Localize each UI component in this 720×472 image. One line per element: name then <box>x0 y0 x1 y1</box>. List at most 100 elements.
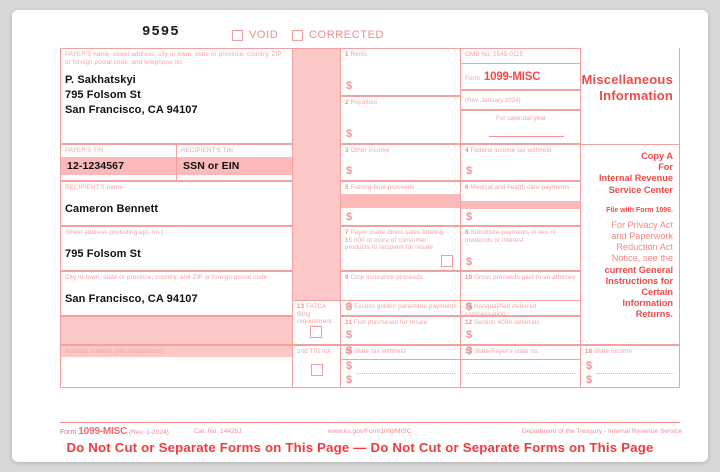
box-1-label: Rents <box>350 51 368 58</box>
title-cell: Miscellaneous Information <box>580 48 680 144</box>
box-3-number: 3 <box>345 147 349 154</box>
calendar-year-cell[interactable]: For calendar year <box>460 110 580 144</box>
box-16-cell[interactable]: 16 State tax withheld $ $ <box>340 345 460 388</box>
calendar-year-input-line[interactable] <box>489 136 564 137</box>
footer-url[interactable]: www.irs.gov/Form1099MISC <box>328 427 412 435</box>
notice-line-7: Certain <box>641 287 673 298</box>
box-16-dollar-icon-2: $ <box>346 374 353 386</box>
recipient-city-value: San Francisco, CA 94107 <box>65 292 198 305</box>
account-number-caption: Account number (see instructions) <box>65 348 164 355</box>
box-13-label: FATCA filing requirement <box>297 303 332 326</box>
box-4-label: Federal income tax withheld <box>470 147 552 154</box>
form-name-cell: Form 1099-MISC <box>460 64 580 90</box>
box-2-number: 2 <box>345 99 349 106</box>
box-13-checkbox[interactable] <box>310 326 322 338</box>
recipient-tin-cell[interactable]: RECIPIENT'S TIN SSN or EIN <box>176 144 292 181</box>
footer-revision: (Rev. 1-2024) <box>129 429 169 436</box>
form-footer: Form 1099-MISC (Rev. 1-2024) Cat. No. 14… <box>60 424 682 438</box>
notice-line-2: and Paperwork <box>611 231 673 242</box>
box-1-dollar-icon: $ <box>346 80 353 92</box>
payer-caption: PAYER'S name, street address, city or to… <box>65 51 282 66</box>
box-11-dollar-icon: $ <box>346 345 353 357</box>
box-5-number: 5 <box>345 184 349 191</box>
box-6-dollar-icon: $ <box>466 211 473 223</box>
notice-line-6: Instructions for <box>605 275 673 286</box>
box-5-highlight <box>341 194 460 208</box>
box-18-label: State income <box>594 348 632 355</box>
box-13-number: 13 <box>297 303 305 310</box>
box-5-label: Fishing boat proceeds <box>350 184 415 191</box>
box-13-cell[interactable]: 13 FATCA filing requirement <box>292 300 340 345</box>
box-10-dollar-icon: $ <box>466 301 473 313</box>
box-8-cell[interactable]: 8 Substitute payments in lieu of dividen… <box>460 226 580 271</box>
box-16-divider <box>356 373 455 374</box>
second-tin-cell[interactable]: 2nd TIN not. <box>292 345 340 388</box>
box-18-dollar-icon-1: $ <box>586 360 593 372</box>
second-tin-checkbox[interactable] <box>311 364 323 376</box>
box-10-label: Gross proceeds paid to an attorney <box>474 274 576 281</box>
box-4-cell[interactable]: 4 Federal income tax withheld $ <box>460 144 580 181</box>
box-9-cell[interactable]: 9 Crop insurance proceeds $ <box>340 271 460 316</box>
box-16-number: 16 <box>345 348 353 355</box>
box-15-label: Nonqualified deferred compensation <box>465 303 537 318</box>
form-topbar: 9595 VOID CORRECTED <box>60 24 680 48</box>
footer-form-name: 1099-MISC <box>78 426 128 437</box>
corrected-checkbox-group[interactable]: CORRECTED <box>292 29 384 41</box>
notice-line-1: For Privacy Act <box>611 219 673 230</box>
box-18-cell[interactable]: 18 State income $ $ <box>580 345 680 388</box>
recipient-name-value: Cameron Bennett <box>65 202 159 215</box>
form-1099-misc-page: 9595 VOID CORRECTED PAYER'S name, street… <box>12 10 708 462</box>
box-6-highlight <box>461 201 580 209</box>
second-tin-caption: 2nd TIN not. <box>297 348 333 355</box>
box-12-dollar-icon: $ <box>466 345 473 357</box>
recipient-tin-value: SSN or EIN <box>183 160 240 172</box>
box-1-number: 1 <box>345 51 349 58</box>
box-17-number: 17 <box>465 348 473 355</box>
recipient-tin-caption: RECIPIENT'S TIN <box>181 147 234 154</box>
notice-line-9: Returns. <box>635 309 673 320</box>
box-7-checkbox[interactable] <box>441 255 453 267</box>
payer-street: 795 Folsom St <box>65 89 141 102</box>
recipient-street-cell[interactable]: Street address (including apt. no.) 795 … <box>60 226 292 271</box>
recipient-city-caption: City or town, state or province, country… <box>65 274 268 281</box>
box-1-cell[interactable]: 1 Rents $ <box>340 48 460 96</box>
void-checkbox[interactable] <box>232 29 243 41</box>
corrected-checkbox[interactable] <box>292 29 303 41</box>
box-12-label: Section 409A deferrals <box>474 319 540 326</box>
corrected-label: CORRECTED <box>309 29 385 41</box>
box-5-dollar-icon: $ <box>346 211 353 223</box>
box-15-dollar-icon: $ <box>466 329 473 341</box>
account-number-cell[interactable]: Account number (see instructions) <box>60 345 292 388</box>
box-3-cell[interactable]: 3 Other income $ <box>340 144 460 181</box>
notice-line-3: Reduction Act <box>616 242 673 253</box>
box-7-cell[interactable]: 7 Payer made direct sales totaling $5,00… <box>340 226 460 271</box>
box-2-label: Royalties <box>350 99 378 106</box>
box-10-cell[interactable]: 10 Gross proceeds paid to an attorney $ <box>460 271 580 316</box>
box-17-cell[interactable]: 17 State/Payer's state no. <box>460 345 580 388</box>
form-word: Form <box>465 75 480 82</box>
box-6-cell[interactable]: 6 Medical and health care payments $ <box>460 181 580 226</box>
recipient-city-cell[interactable]: City or town, state or province, country… <box>60 271 292 316</box>
form-number-9595: 9595 <box>142 24 180 40</box>
recipient-name-caption: RECIPIENT'S name <box>65 184 123 191</box>
account-number-highlight <box>61 346 292 357</box>
revision-text: (Rev. January 2024) <box>465 97 521 104</box>
form-name-1099-misc: 1099-MISC <box>483 71 541 83</box>
payer-name: P. Sakhatskyi <box>65 74 136 87</box>
recipient-name-cell[interactable]: RECIPIENT'S name Cameron Bennett <box>60 181 292 226</box>
payer-tin-cell[interactable]: PAYER'S TIN 12-1234567 <box>60 144 176 181</box>
payer-info-cell[interactable]: PAYER'S name, street address, city or to… <box>60 48 292 144</box>
notice-line-8: Information <box>622 298 673 309</box>
void-checkbox-group[interactable]: VOID <box>232 29 278 41</box>
recipient-tin-highlight <box>177 157 292 175</box>
box-14-dollar-icon: $ <box>346 329 353 341</box>
copy-a-label: Copy A <box>641 151 673 161</box>
box-16-dollar-icon-1: $ <box>346 360 353 372</box>
payer-tin-highlight <box>61 157 176 175</box>
box-2-cell[interactable]: 2 Royalties $ <box>340 96 460 144</box>
box-15-cell[interactable]: 15 Nonqualified deferred compensation $ <box>460 300 580 345</box>
box-14-cell[interactable]: 14 Excess golden parachute payments $ <box>340 300 460 345</box>
copy-a-cell: Copy A For Internal Revenue Service Cent… <box>580 144 680 345</box>
box-5-cell[interactable]: 5 Fishing boat proceeds $ <box>340 181 460 226</box>
